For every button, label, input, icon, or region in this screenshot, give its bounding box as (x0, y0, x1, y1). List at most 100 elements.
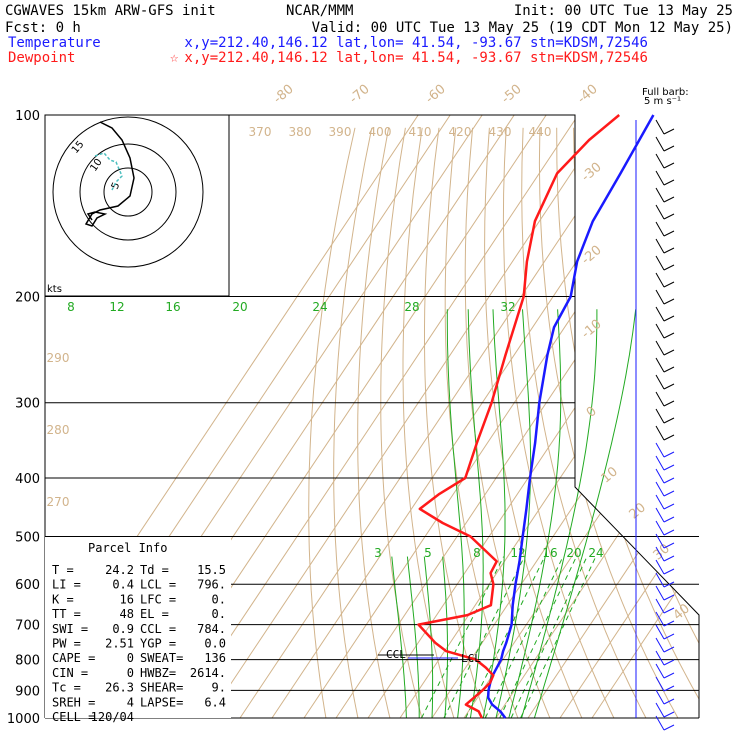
mixing-ratio-line (443, 556, 525, 719)
organization: NCAR/MMM (286, 3, 353, 19)
parcel-field-name: K = (52, 592, 74, 606)
parcel-field-name: CELL = (52, 710, 95, 724)
wind-barb-staff (655, 306, 665, 322)
wind-barb-flag (663, 581, 675, 588)
wind-barb-staff (655, 494, 665, 510)
wind-barb-flag (663, 607, 675, 614)
parcel-field-value: 6.4 (204, 695, 226, 709)
wind-barb-staff (655, 650, 665, 666)
wind-barb-staff (655, 374, 665, 390)
wind-barb-staff (655, 119, 665, 135)
parcel-field-value: 0. (212, 592, 226, 606)
wind-barb-staff (655, 455, 665, 471)
hodograph-ring-10 (79, 143, 177, 241)
barb-legend-title: Full barb: (642, 87, 689, 98)
wind-barb-flag (663, 490, 675, 497)
wind-barb-staff (655, 153, 665, 169)
mixing-ratio-line (421, 556, 505, 719)
isotherm-line (591, 115, 699, 718)
mixing-ratio-label: 20 (566, 546, 581, 560)
parcel-field-value: 784. (197, 622, 226, 636)
mixing-ratio-label: 16 (542, 546, 557, 560)
theta-e-label: 20 (232, 300, 247, 314)
wind-barb-staff (655, 533, 665, 549)
parcel-field-value: 120/04 (91, 710, 134, 724)
dry-adiabat-line (502, 127, 621, 718)
moist-adiabat-line (495, 309, 532, 719)
wind-barbs: Full barb: 5 m s⁻¹ (635, 87, 689, 731)
parcel-field-name: PW = (52, 637, 81, 651)
pressure-tick-label: 1000 (7, 712, 40, 727)
isotherm-label: -70 (347, 82, 373, 107)
isotherm-line (175, 115, 579, 718)
moist-adiabat-line (442, 556, 448, 719)
parcel-field-name: SWI = (52, 622, 88, 636)
parcel-field-value: 16 (120, 592, 134, 606)
parcel-field-name: CIN = (52, 666, 88, 680)
mixing-ratio-line (520, 556, 597, 719)
wind-barb-staff (655, 689, 665, 705)
parcel-field-name: LI = (52, 578, 81, 592)
wind-barb-staff (655, 323, 665, 339)
wind-barb-staff (655, 204, 665, 220)
theta-label: 380 (289, 125, 312, 139)
wind-barb-staff (655, 272, 665, 288)
pressure-tick-label: 200 (15, 291, 40, 306)
wind-barb-staff (655, 221, 665, 237)
wind-barb-staff (655, 442, 665, 458)
theta-label: 390 (329, 125, 352, 139)
isotherm-label: -60 (423, 82, 449, 107)
isotherm-line (239, 115, 643, 718)
wind-barb-flag (663, 298, 675, 305)
wind-barb-staff (655, 676, 665, 692)
wind-barb-flag (663, 568, 675, 575)
parcel-field-name: CAPE = (52, 651, 95, 665)
wind-barb-staff (655, 637, 665, 653)
dewpoint-profile (417, 114, 620, 719)
hodograph-ring-label: 5 (110, 181, 123, 191)
parcel-field-name: SWEAT= (140, 651, 183, 665)
moist-adiabat-line (446, 309, 465, 719)
wind-barb-staff (655, 663, 665, 679)
parcel-field-name: Tc = (52, 681, 81, 695)
hodograph-box (44, 114, 230, 297)
wind-barb-staff (655, 572, 665, 588)
wind-barb-staff (655, 289, 665, 305)
mixing-ratio-line (465, 556, 546, 719)
mixing-ratio-label: 8 (473, 546, 481, 560)
wind-barb-flag (663, 477, 675, 484)
valid-time: Valid: 00 UTC Tue 13 May 25 (19 CDT Mon … (312, 20, 733, 36)
wind-barb-staff (655, 702, 665, 718)
hodograph: kts 5 10 15 (44, 114, 230, 297)
wind-barb-flag (663, 724, 675, 731)
wind-barb-staff (655, 598, 665, 614)
wind-barb-staff (655, 391, 665, 407)
temperature-legend: Temperature (8, 35, 101, 51)
parcel-field-value: 0 (127, 651, 134, 665)
dry-adiabat-line (623, 127, 699, 718)
parcel-field-name: HWBZ= (140, 666, 176, 680)
parcel-field-name: EL = (140, 607, 169, 621)
moist-adiabat-line (508, 309, 562, 719)
mixing-ratio-label: 5 (424, 546, 432, 560)
wind-barb-staff (655, 546, 665, 562)
isotherm-label: -10 (579, 317, 605, 342)
wind-barb-staff (655, 170, 665, 186)
wind-barb-staff (655, 507, 665, 523)
theta-e-label: 32 (500, 300, 515, 314)
wind-barb-staff (655, 340, 665, 356)
theta-label: 290 (47, 351, 70, 365)
wind-barb-staff (655, 468, 665, 484)
init-time: Init: 00 UTC Tue 13 May 25 (514, 3, 733, 19)
dry-adiabat-line (484, 127, 589, 718)
parcel-field-value: 796. (197, 578, 226, 592)
dry-adiabat-line (708, 128, 740, 731)
pressure-tick-label: 500 (15, 531, 40, 546)
theta-label: 440 (529, 125, 552, 139)
wind-barb-flag (663, 366, 675, 373)
parcel-field-value: 9. (212, 681, 226, 695)
parcel-field-value: 48 (120, 607, 134, 621)
forecast-hour: Fcst: 0 h (5, 20, 81, 36)
wind-barb-flag (663, 646, 675, 653)
